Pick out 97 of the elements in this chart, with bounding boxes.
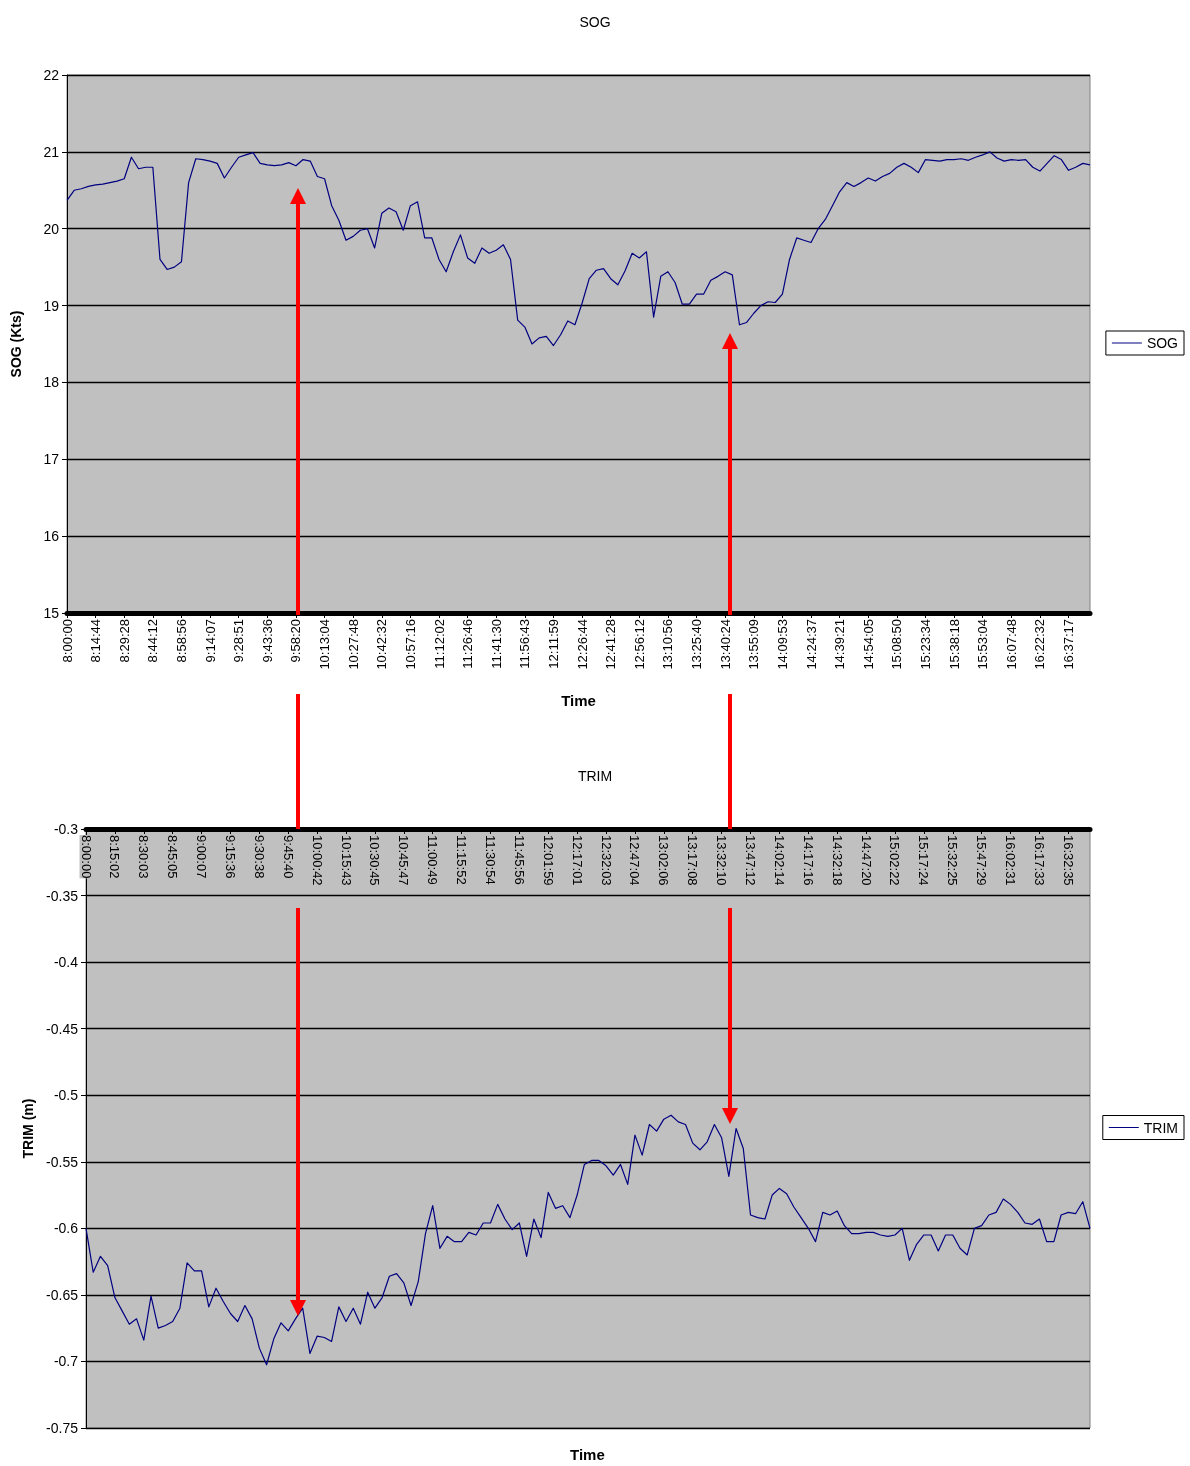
- x-tick-label: 11:30:54: [482, 835, 498, 885]
- x-tick-label: 14:09:53: [774, 619, 790, 670]
- x-tick-label: 8:58:56: [173, 619, 189, 663]
- x-tick-label: 12:26:44: [574, 619, 590, 670]
- x-tick-label: 13:02:06: [656, 835, 672, 886]
- x-tick-label: 15:17:24: [916, 835, 932, 886]
- x-tick-label: 10:00:42: [309, 835, 325, 886]
- chart-title: TRIM: [577, 768, 613, 784]
- x-tick-label: 15:53:04: [975, 619, 991, 670]
- x-tick-label: 11:12:02: [431, 619, 447, 669]
- y-tick-label: 15: [43, 605, 60, 621]
- x-tick-label: 9:30:38: [251, 835, 267, 879]
- y-tick-label: 18: [43, 374, 60, 391]
- x-tick-label: 10:30:45: [367, 835, 383, 886]
- y-tick-label: 17: [43, 451, 60, 468]
- y-tick-label: -0.75: [46, 1420, 79, 1436]
- x-tick-label: 9:14:07: [202, 619, 218, 663]
- y-axis-title: TRIM (m): [20, 1098, 37, 1159]
- x-tick-label: 12:11:59: [545, 619, 561, 669]
- x-tick-label: 10:57:16: [402, 619, 418, 670]
- x-tick-label: 12:17:01: [569, 835, 585, 886]
- y-tick-label: 22: [43, 67, 60, 83]
- x-tick-label: 10:42:32: [374, 619, 390, 670]
- x-tick-label: 12:56:12: [631, 619, 647, 670]
- y-tick-label: -0.5: [53, 1087, 79, 1104]
- x-tick-label: 11:45:56: [511, 835, 527, 885]
- x-axis-title: Time: [561, 692, 596, 709]
- legend-label: TRIM: [1143, 1119, 1178, 1136]
- x-tick-label: 16:07:48: [1003, 619, 1019, 670]
- x-tick-label: 15:47:29: [974, 835, 990, 886]
- x-tick-label: 16:37:17: [1061, 619, 1077, 670]
- x-tick-label: 8:30:03: [136, 835, 152, 879]
- y-tick-label: 19: [43, 297, 60, 314]
- x-tick-label: 10:45:47: [396, 835, 412, 886]
- y-tick-label: -0.45: [46, 1020, 79, 1037]
- x-axis-title: Time: [570, 1446, 605, 1463]
- y-tick-label: -0.65: [46, 1286, 79, 1303]
- x-tick-label: 12:32:03: [598, 835, 614, 886]
- y-tick-label: -0.4: [53, 954, 79, 971]
- x-tick-label: 13:25:40: [689, 619, 705, 670]
- x-tick-label: 9:43:36: [259, 619, 275, 663]
- x-tick-label: 10:13:04: [317, 619, 333, 670]
- x-tick-label: 8:15:02: [107, 835, 123, 879]
- x-tick-label: 14:32:18: [829, 835, 845, 886]
- x-tick-label: 11:15:52: [454, 835, 470, 885]
- x-tick-label: 8:45:05: [165, 835, 181, 879]
- x-tick-label: 9:00:07: [194, 835, 210, 879]
- y-tick-label: -0.7: [53, 1353, 79, 1370]
- x-tick-label: 8:00:00: [59, 619, 75, 663]
- x-tick-label: 13:55:09: [746, 619, 762, 670]
- x-tick-label: 16:17:33: [1031, 835, 1047, 886]
- x-tick-label: 9:58:20: [288, 619, 304, 663]
- x-tick-label: 11:26:46: [460, 619, 476, 669]
- y-axis-title: SOG (Kts): [8, 310, 24, 378]
- x-tick-label: 11:41:30: [488, 619, 504, 669]
- x-tick-label: 13:10:56: [660, 619, 676, 670]
- x-tick-label: 15:32:25: [945, 835, 961, 886]
- x-tick-label: 16:22:32: [1032, 619, 1048, 670]
- x-tick-label: 14:17:16: [800, 835, 816, 886]
- x-tick-label: 14:24:37: [803, 619, 819, 670]
- y-tick-label: -0.35: [46, 887, 79, 904]
- x-tick-label: 13:32:10: [714, 835, 730, 886]
- y-tick-label: -0.3: [53, 821, 79, 837]
- x-tick-label: 9:28:51: [231, 619, 247, 663]
- x-tick-label: 15:23:34: [917, 619, 933, 670]
- x-tick-label: 14:02:14: [771, 835, 787, 886]
- x-tick-label: 11:56:43: [517, 619, 533, 669]
- x-tick-label: 8:14:44: [88, 619, 104, 663]
- x-tick-label: 14:54:05: [860, 619, 876, 670]
- x-tick-label: 14:39:21: [832, 619, 848, 670]
- x-tick-label: 15:02:22: [887, 835, 903, 886]
- x-tick-label: 15:38:18: [946, 619, 962, 670]
- x-tick-label: 16:02:31: [1003, 835, 1019, 886]
- x-tick-label: 13:47:12: [743, 835, 759, 886]
- x-tick-label: 12:41:28: [603, 619, 619, 670]
- x-tick-label: 13:17:08: [685, 835, 701, 886]
- x-tick-label: 12:01:59: [540, 835, 556, 886]
- x-tick-label: 15:08:50: [889, 619, 905, 670]
- x-tick-label: 10:15:43: [338, 835, 354, 886]
- legend-label: SOG: [1146, 335, 1179, 351]
- y-tick-label: -0.6: [53, 1220, 79, 1237]
- x-tick-label: 8:44:12: [145, 619, 161, 663]
- x-tick-label: 9:15:36: [222, 835, 238, 879]
- x-tick-label: 11:00:49: [425, 835, 441, 885]
- x-tick-label: 12:47:04: [627, 835, 643, 886]
- x-tick-label: 8:29:28: [116, 619, 132, 663]
- y-tick-label: 20: [43, 220, 60, 237]
- x-tick-label: 8:00:00: [78, 835, 94, 879]
- x-tick-label: 10:27:48: [345, 619, 361, 670]
- y-tick-label: 21: [43, 143, 60, 160]
- x-tick-label: 9:45:40: [280, 835, 296, 879]
- y-tick-label: -0.55: [46, 1153, 79, 1170]
- x-tick-label: 14:47:20: [858, 835, 874, 886]
- chart-title: SOG: [579, 14, 611, 30]
- x-tick-label: 13:40:24: [717, 619, 733, 670]
- y-tick-label: 16: [43, 528, 60, 545]
- x-tick-label: 16:32:35: [1060, 835, 1076, 886]
